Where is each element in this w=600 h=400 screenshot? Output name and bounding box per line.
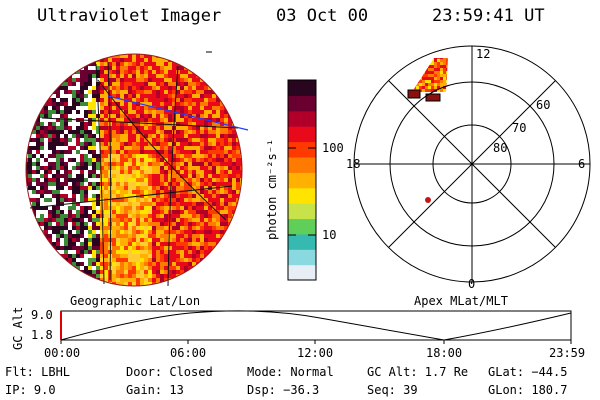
altitude-ylabel: GC Alt bbox=[11, 306, 25, 350]
mlt-label-12: 12 bbox=[476, 47, 491, 61]
time-tick-1800: 18:00 bbox=[426, 346, 463, 360]
mlt-label-6: 6 bbox=[578, 157, 586, 171]
status-gc-alt: GC Alt: 1.7 Re bbox=[367, 365, 469, 379]
earth-disk-image bbox=[25, 51, 249, 287]
geographic-grid bbox=[29, 61, 239, 287]
time-tick-0600: 06:00 bbox=[170, 346, 207, 360]
colorbar-tick-100: 100 bbox=[322, 141, 344, 155]
status-gain: Gain: 13 bbox=[126, 383, 184, 397]
lat-label-70: 70 bbox=[512, 121, 527, 135]
time-tick-2359: 23:59 bbox=[549, 346, 586, 360]
instrument-title: Ultraviolet Imager bbox=[37, 6, 222, 26]
color-scale-bar bbox=[287, 79, 317, 281]
date-label: 03 Oct 00 bbox=[276, 6, 369, 26]
image-panel-label: Geographic Lat/Lon bbox=[70, 294, 201, 308]
status-mode: Mode: Normal bbox=[247, 365, 334, 379]
lat-label-60: 60 bbox=[536, 98, 551, 112]
altitude-ytick-low: 1.8 bbox=[31, 328, 53, 342]
polar-panel-label: Apex MLat/MLT bbox=[414, 294, 508, 308]
altitude-ytick-high: 9.0 bbox=[31, 308, 53, 322]
altitude-plot bbox=[60, 310, 572, 344]
status-ip: IP: 9.0 bbox=[5, 383, 56, 397]
status-filter: Flt: LBHL bbox=[5, 365, 71, 379]
colorbar-unit-label: photon cm⁻²s⁻¹ bbox=[265, 138, 279, 240]
status-glon: GLon: 180.7 bbox=[488, 383, 568, 397]
altitude-curve bbox=[60, 310, 572, 341]
status-dsp: Dsp: −36.3 bbox=[247, 383, 320, 397]
time-tick-0000: 00:00 bbox=[44, 346, 81, 360]
time-label: 23:59:41 UT bbox=[432, 6, 545, 26]
status-seq: Seq: 39 bbox=[367, 383, 418, 397]
status-door: Door: Closed bbox=[126, 365, 213, 379]
mlt-label-0: 0 bbox=[468, 277, 476, 291]
terminator-line bbox=[107, 95, 249, 131]
lat-label-80: 80 bbox=[493, 141, 508, 155]
status-glat: GLat: −44.5 bbox=[488, 365, 568, 379]
time-tick-1200: 12:00 bbox=[297, 346, 334, 360]
mlt-label-18: 18 bbox=[346, 157, 361, 171]
polar-plot bbox=[353, 45, 591, 283]
colorbar-tick-10: 10 bbox=[322, 228, 337, 242]
